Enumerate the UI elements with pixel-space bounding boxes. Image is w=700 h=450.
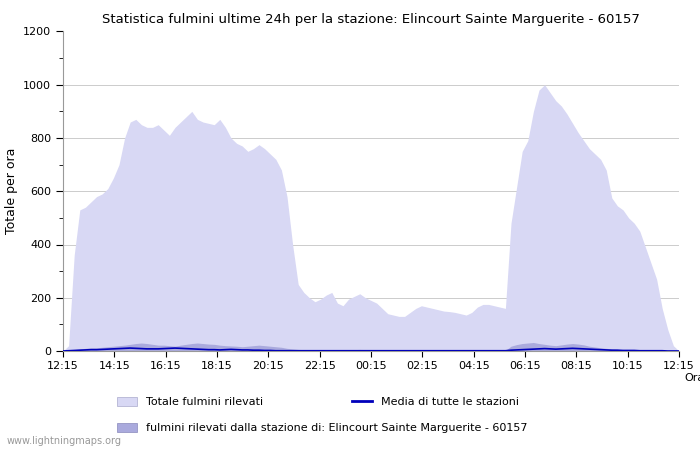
Text: Orario: Orario — [685, 373, 700, 383]
Legend: fulmini rilevati dalla stazione di: Elincourt Sainte Marguerite - 60157: fulmini rilevati dalla stazione di: Elin… — [112, 418, 531, 437]
Y-axis label: Totale per ora: Totale per ora — [4, 148, 18, 234]
Text: www.lightningmaps.org: www.lightningmaps.org — [7, 436, 122, 446]
Title: Statistica fulmini ultime 24h per la stazione: Elincourt Sainte Marguerite - 601: Statistica fulmini ultime 24h per la sta… — [102, 13, 640, 26]
